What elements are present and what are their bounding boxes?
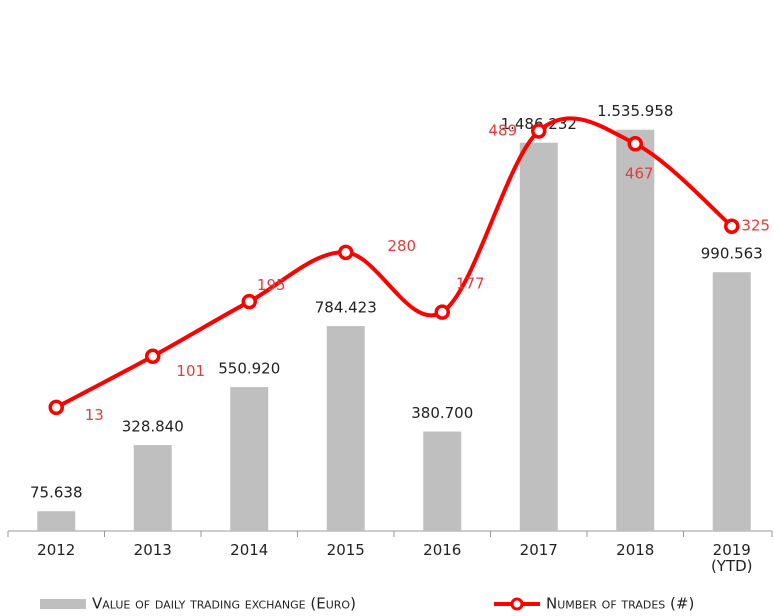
line-marker xyxy=(338,244,354,261)
bar xyxy=(326,326,365,531)
line-label: 467 xyxy=(625,164,654,182)
x-tick-label: 2015 xyxy=(326,541,365,559)
line-marker xyxy=(145,348,161,365)
bar xyxy=(616,129,655,532)
legend-swatch xyxy=(510,597,524,611)
bar xyxy=(133,445,172,531)
bar-label: 1.535.958 xyxy=(597,102,673,120)
line-marker xyxy=(531,123,547,139)
line-marker xyxy=(48,399,64,416)
bar-label: 784.423 xyxy=(315,299,377,317)
line-label: 195 xyxy=(257,276,286,294)
bar xyxy=(230,387,269,531)
x-tick-label: 2012 xyxy=(37,541,76,559)
x-tick-label: 2016 xyxy=(423,541,462,559)
legend-swatch xyxy=(40,599,86,609)
bar xyxy=(712,272,751,531)
line-label: 101 xyxy=(176,362,205,380)
line-marker xyxy=(241,293,257,310)
line-label: 325 xyxy=(741,217,770,235)
x-tick-label: 2014 xyxy=(230,541,269,559)
bar-label: 550.920 xyxy=(218,360,280,378)
x-tick-label: 2019 (YTD) xyxy=(710,541,753,575)
line-marker xyxy=(627,136,643,152)
x-tick-label: 2017 xyxy=(519,541,558,559)
x-tick-label: 2018 xyxy=(616,541,655,559)
line-label: 489 xyxy=(488,121,517,139)
legend-label: Number of trades (#) xyxy=(546,595,694,613)
bar xyxy=(423,431,462,531)
legend-label: Value of daily trading exchange (Euro) xyxy=(92,595,356,613)
bar xyxy=(519,142,558,531)
bar-label: 380.700 xyxy=(411,404,473,422)
line-label: 13 xyxy=(85,406,104,424)
line-label: 280 xyxy=(387,237,416,255)
line xyxy=(55,116,734,410)
line-label: 177 xyxy=(456,275,485,293)
bar-label: 75.638 xyxy=(30,484,83,502)
x-tick-label: 2013 xyxy=(133,541,172,559)
bar-label: 328.840 xyxy=(122,418,184,436)
bar xyxy=(37,511,76,531)
line-marker xyxy=(724,218,740,234)
bar-label: 990.563 xyxy=(701,245,763,263)
line-marker xyxy=(434,304,450,320)
